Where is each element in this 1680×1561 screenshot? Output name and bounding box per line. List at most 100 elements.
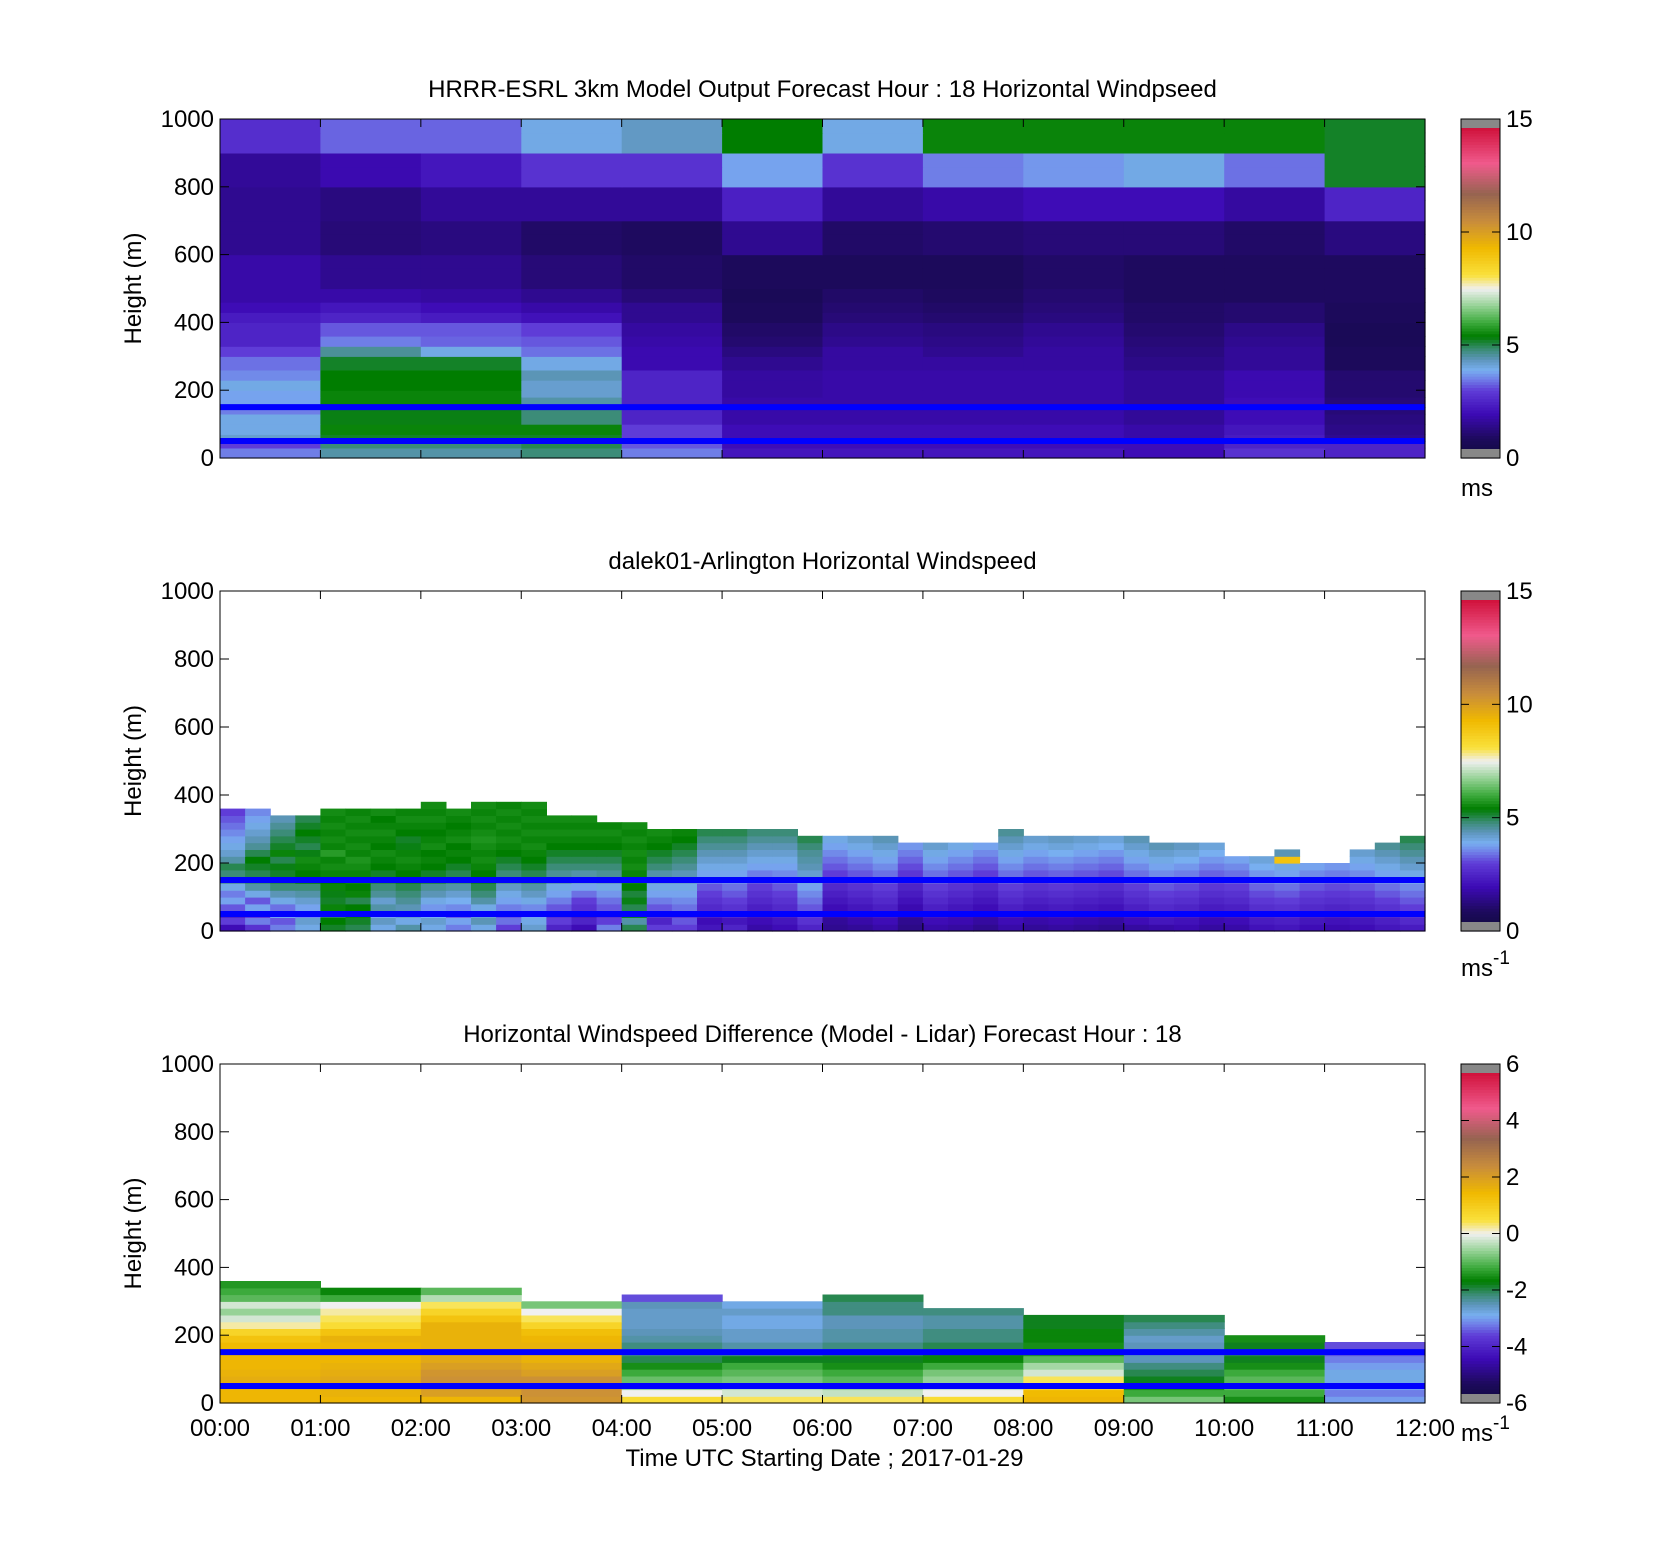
colorbar-segment bbox=[1461, 333, 1500, 338]
heatmap-cell bbox=[722, 897, 748, 905]
heatmap-cell bbox=[521, 897, 547, 905]
y-tick-label: 200 bbox=[174, 850, 214, 877]
heatmap-cell bbox=[922, 288, 1024, 303]
colorbar-segment bbox=[1461, 653, 1500, 657]
heatmap-cell bbox=[471, 808, 497, 816]
colorbar-segment bbox=[1461, 741, 1500, 745]
heatmap-cell bbox=[445, 822, 472, 830]
colorbar-segment bbox=[1461, 820, 1500, 824]
heatmap-cell bbox=[922, 119, 1024, 134]
heatmap-cell bbox=[1023, 407, 1125, 415]
heatmap-cell bbox=[496, 869, 522, 878]
colorbar-segment bbox=[1461, 1380, 1500, 1384]
colorbar-segment bbox=[1461, 908, 1500, 912]
colorbar-segment bbox=[1461, 1100, 1500, 1105]
heatmap-cell bbox=[621, 390, 723, 398]
heatmap-cell bbox=[922, 1375, 1024, 1384]
heatmap-cell bbox=[722, 407, 824, 415]
heatmap-cell bbox=[772, 897, 798, 905]
heatmap-cell bbox=[822, 1308, 924, 1316]
heatmap-cell bbox=[546, 897, 573, 905]
heatmap-cell bbox=[822, 1342, 924, 1350]
heatmap-cell bbox=[420, 835, 447, 844]
colorbar-segment bbox=[1461, 701, 1500, 705]
colorbar-over-cap bbox=[1461, 591, 1500, 600]
heatmap-cell bbox=[521, 1355, 623, 1363]
heatmap-cell bbox=[922, 1342, 1024, 1350]
colorbar-segment bbox=[1461, 891, 1500, 895]
heatmap-cell bbox=[1274, 883, 1301, 891]
heatmap-cell bbox=[772, 883, 798, 891]
heatmap-cell bbox=[897, 856, 924, 864]
heatmap-cell bbox=[521, 1389, 623, 1397]
colorbar-segment bbox=[1461, 704, 1500, 708]
heatmap-cell bbox=[1374, 897, 1401, 905]
colorbar-segment bbox=[1461, 1219, 1500, 1223]
heatmap-cell bbox=[220, 152, 321, 168]
heatmap-cell bbox=[722, 1355, 824, 1363]
heatmap-cell bbox=[420, 346, 522, 357]
heatmap-cell bbox=[1023, 897, 1049, 905]
heatmap-cell bbox=[521, 903, 547, 912]
colorbar-segment bbox=[1461, 1301, 1500, 1305]
heatmap-cell bbox=[822, 903, 849, 912]
heatmap-cell bbox=[1123, 903, 1150, 912]
colorbar-segment bbox=[1461, 1307, 1500, 1311]
colorbar-segment bbox=[1461, 1338, 1500, 1342]
heatmap-cell bbox=[471, 863, 497, 871]
colorbar-segment bbox=[1461, 1106, 1500, 1110]
heatmap-cell bbox=[998, 849, 1024, 857]
heatmap-cell bbox=[320, 1342, 422, 1350]
colorbar-segment bbox=[1461, 602, 1500, 606]
heatmap-cell bbox=[1148, 863, 1175, 871]
heatmap-cell bbox=[1023, 1369, 1125, 1377]
heatmap-cell bbox=[1224, 883, 1250, 891]
heatmap-cell bbox=[973, 890, 999, 898]
colorbar-segment bbox=[1461, 911, 1500, 915]
heatmap-cell bbox=[1249, 869, 1275, 878]
heatmap-cell bbox=[1073, 869, 1100, 878]
heatmap-cell bbox=[1098, 924, 1125, 932]
heatmap-cell bbox=[1349, 903, 1376, 912]
heatmap-cell bbox=[872, 835, 899, 844]
heatmap-cell bbox=[621, 268, 723, 290]
colorbar-segment bbox=[1461, 376, 1500, 380]
heatmap-cell bbox=[1224, 390, 1326, 398]
heatmap-cell bbox=[420, 924, 447, 932]
heatmap-cell bbox=[596, 917, 623, 925]
heatmap-cell bbox=[1274, 849, 1301, 857]
heatmap-cell bbox=[922, 200, 1024, 222]
heatmap-cell bbox=[922, 903, 949, 912]
heatmap-cell bbox=[420, 883, 447, 891]
heatmap-cell bbox=[998, 883, 1024, 891]
heatmap-cell bbox=[1324, 312, 1426, 323]
heatmap-cell bbox=[1199, 924, 1225, 932]
heatmap-cell bbox=[722, 434, 824, 442]
heatmap-cell bbox=[1073, 890, 1100, 898]
colorbar-segment bbox=[1461, 361, 1500, 366]
heatmap-cell bbox=[797, 883, 824, 891]
heatmap-cell bbox=[320, 434, 422, 442]
heatmap-cell bbox=[345, 849, 372, 857]
heatmap-cell bbox=[722, 1375, 824, 1384]
heatmap-cell bbox=[822, 1314, 924, 1323]
heatmap-cell bbox=[948, 897, 974, 905]
colorbar-segment bbox=[1461, 1346, 1500, 1350]
heatmap-cell bbox=[220, 268, 321, 290]
heatmap-cell bbox=[320, 883, 347, 891]
heatmap-cell bbox=[822, 1355, 924, 1363]
heatmap-cell bbox=[1224, 1355, 1326, 1363]
colorbar-segment bbox=[1461, 772, 1500, 776]
colorbar-segment bbox=[1461, 1114, 1500, 1119]
heatmap-cell bbox=[1048, 903, 1075, 912]
heatmap-cell bbox=[1399, 842, 1426, 850]
heatmap-cell bbox=[1399, 903, 1426, 912]
heatmap-cell bbox=[772, 924, 798, 932]
colorbar-segment bbox=[1461, 1278, 1500, 1283]
colorbar-segment bbox=[1461, 410, 1500, 414]
heatmap-cell bbox=[772, 863, 798, 871]
heatmap-cell bbox=[1224, 397, 1326, 408]
heatmap-cell bbox=[1023, 288, 1125, 303]
heatmap-cell bbox=[1324, 346, 1426, 357]
heatmap-cell bbox=[270, 917, 296, 925]
